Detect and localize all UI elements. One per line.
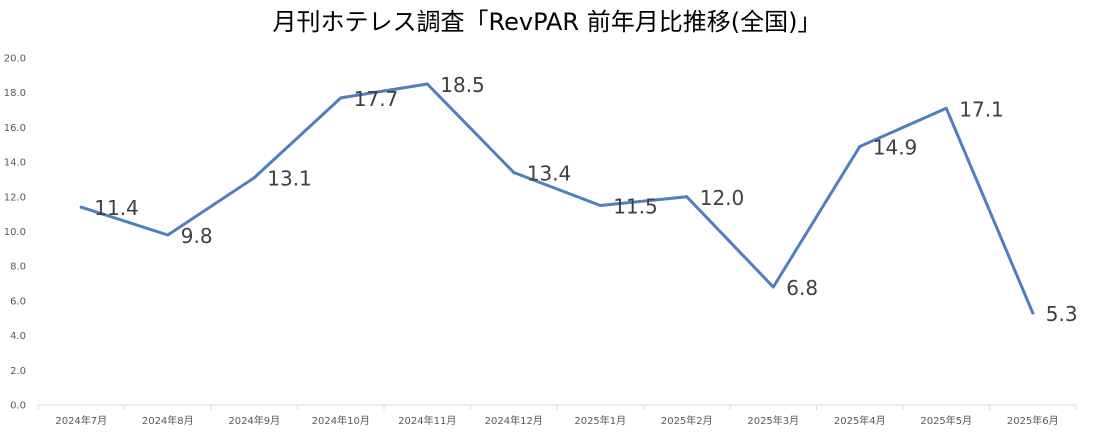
data-label: 11.5 xyxy=(613,194,658,218)
data-label: 5.3 xyxy=(1046,302,1078,326)
data-point xyxy=(425,82,429,86)
data-point xyxy=(252,176,256,180)
data-label: 17.7 xyxy=(354,87,399,111)
x-tick-label: 2025年3月 xyxy=(747,414,799,427)
data-label: 14.9 xyxy=(873,135,918,159)
data-label: 18.5 xyxy=(440,73,485,97)
data-point xyxy=(339,96,343,100)
data-point xyxy=(1031,311,1035,315)
data-point xyxy=(166,233,170,237)
data-label: 13.1 xyxy=(267,167,312,191)
x-tick-label: 2025年5月 xyxy=(920,414,972,427)
y-tick-label: 4.0 xyxy=(10,331,26,342)
y-tick-label: 18.0 xyxy=(4,88,26,99)
x-tick-label: 2024年7月 xyxy=(55,414,107,427)
y-tick-label: 20.0 xyxy=(4,54,26,65)
y-tick-label: 16.0 xyxy=(4,123,26,134)
y-tick-label: 0.0 xyxy=(10,401,26,412)
x-tick-label: 2025年4月 xyxy=(834,414,886,427)
data-point xyxy=(685,195,689,199)
y-tick-label: 2.0 xyxy=(10,366,26,377)
x-tick-label: 2024年8月 xyxy=(142,414,194,427)
x-tick-label: 2024年9月 xyxy=(228,414,280,427)
data-point xyxy=(79,205,83,209)
series-layer xyxy=(79,82,1035,315)
y-tick-label: 6.0 xyxy=(10,296,26,307)
x-tick-label: 2025年1月 xyxy=(574,414,626,427)
x-tick-label: 2024年11月 xyxy=(398,414,456,427)
data-point xyxy=(858,144,862,148)
data-point xyxy=(771,285,775,289)
x-tick-label: 2025年6月 xyxy=(1007,414,1059,427)
data-label: 13.4 xyxy=(527,162,572,186)
series-line xyxy=(79,82,1035,315)
data-point xyxy=(512,171,516,175)
x-tick-label: 2024年10月 xyxy=(312,414,370,427)
chart-title: 月刊ホテレス調査「RevPAR 前年月比推移(全国)」 xyxy=(273,8,822,36)
data-label: 9.8 xyxy=(181,224,213,248)
x-tick-label: 2024年12月 xyxy=(485,414,543,427)
y-tick-label: 10.0 xyxy=(4,227,26,238)
y-tick-label: 14.0 xyxy=(4,158,26,169)
data-label-layer: 11.4 9.8 13.1 17.7 18.5 13.4 11.5 12.0 6.8 14.9 17… xyxy=(94,73,1077,326)
y-tick-label: 12.0 xyxy=(4,192,26,203)
x-axis: 2024年7月 2024年8月 2024年9月 2024年10月 2024年11月 202… xyxy=(37,404,1077,427)
data-label: 11.4 xyxy=(94,196,139,220)
x-tick-label: 2025年2月 xyxy=(661,414,713,427)
data-label: 6.8 xyxy=(786,276,818,300)
y-tick-label: 8.0 xyxy=(10,262,26,273)
y-axis: 0.0 2.0 4.0 6.0 8.0 10.0 12.0 14.0 16.0 18.0 20.0 xyxy=(4,54,26,412)
data-label: 17.1 xyxy=(959,97,1004,121)
data-point xyxy=(598,203,602,207)
data-point xyxy=(944,106,948,110)
data-label: 12.0 xyxy=(700,186,745,210)
